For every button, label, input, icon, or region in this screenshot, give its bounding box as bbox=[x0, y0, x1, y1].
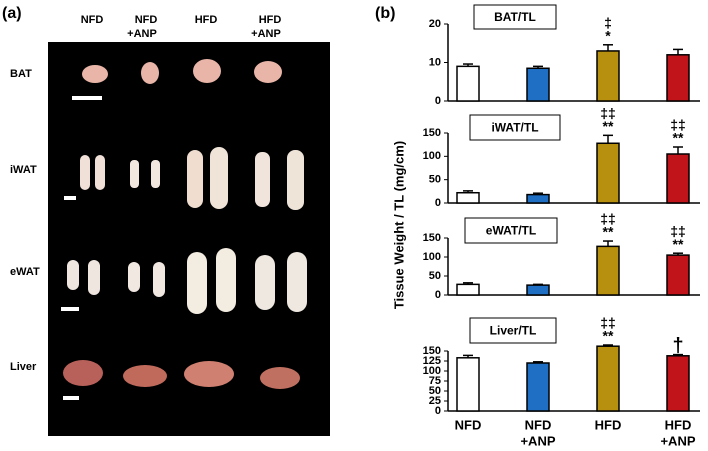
column-header: NFD bbox=[135, 14, 158, 26]
x-tick-label: HFD bbox=[665, 417, 692, 432]
significance-mark: † bbox=[672, 335, 683, 357]
column-header: HFD bbox=[195, 14, 218, 26]
y-tick-label: 0 bbox=[435, 197, 441, 209]
x-tick-label: +ANP bbox=[520, 433, 555, 448]
y-tick-label: 125 bbox=[423, 355, 441, 367]
chart-title: Liver/TL bbox=[490, 324, 537, 338]
bar bbox=[456, 191, 480, 204]
bar bbox=[456, 283, 480, 296]
row-label: iWAT bbox=[10, 164, 37, 176]
title-box bbox=[469, 114, 561, 141]
significance-mark: ** bbox=[603, 328, 614, 344]
y-tick-label: 0 bbox=[435, 405, 441, 417]
bar bbox=[666, 254, 690, 296]
y-tick-label: 75 bbox=[429, 375, 441, 387]
chart-title: iWAT/TL bbox=[491, 121, 538, 135]
y-tick-label: 100 bbox=[423, 150, 441, 162]
bar bbox=[596, 245, 620, 296]
bar bbox=[456, 357, 480, 412]
bar bbox=[526, 362, 550, 412]
chart-title: BAT/TL bbox=[494, 10, 536, 24]
bar bbox=[596, 345, 620, 412]
column-header: +ANP bbox=[127, 28, 157, 40]
y-tick-label: 25 bbox=[429, 395, 441, 407]
bar bbox=[526, 67, 550, 102]
significance-mark: ‡ bbox=[604, 14, 612, 30]
x-tick-label: +ANP bbox=[660, 433, 695, 448]
column-header: NFD bbox=[81, 14, 104, 26]
title-box bbox=[464, 217, 558, 244]
y-tick-label: 150 bbox=[423, 345, 441, 357]
y-tick-label: 0 bbox=[435, 289, 441, 301]
bar bbox=[666, 355, 690, 412]
bar bbox=[666, 153, 690, 204]
row-label: Liver bbox=[10, 361, 37, 373]
bar bbox=[666, 54, 690, 102]
panel-label: (a) bbox=[2, 5, 22, 22]
y-tick-label: 50 bbox=[429, 385, 441, 397]
title-box bbox=[473, 4, 557, 30]
bar bbox=[456, 65, 480, 102]
title-box bbox=[469, 317, 557, 344]
column-header: HFD bbox=[259, 14, 282, 26]
y-tick-label: 50 bbox=[429, 174, 441, 186]
column-header: +ANP bbox=[251, 28, 281, 40]
y-tick-label: 50 bbox=[429, 270, 441, 282]
significance-mark: ‡‡ bbox=[600, 315, 616, 331]
significance-mark: * bbox=[605, 27, 611, 43]
y-tick-label: 150 bbox=[423, 127, 441, 139]
y-tick-label: 10 bbox=[429, 56, 441, 68]
x-tick-label: NFD bbox=[525, 417, 552, 432]
y-tick-label: 150 bbox=[423, 232, 441, 244]
significance-mark: ‡‡ bbox=[670, 117, 686, 133]
significance-mark: ** bbox=[673, 130, 684, 146]
y-tick-label: 100 bbox=[423, 365, 441, 377]
significance-mark: ** bbox=[673, 236, 684, 252]
significance-mark: ‡‡ bbox=[670, 223, 686, 239]
bar bbox=[596, 142, 620, 204]
y-tick-label: 0 bbox=[435, 95, 441, 107]
significance-mark: ‡‡ bbox=[600, 211, 616, 227]
x-tick-label: NFD bbox=[455, 417, 482, 432]
significance-mark: ** bbox=[603, 118, 614, 134]
panel-label: (b) bbox=[375, 5, 395, 22]
y-axis-label: Tissue Weight / TL (mg/cm) bbox=[391, 141, 406, 309]
bar bbox=[596, 50, 620, 102]
y-tick-label: 20 bbox=[429, 18, 441, 30]
significance-mark: ** bbox=[603, 224, 614, 240]
tissue-photos bbox=[61, 59, 307, 400]
bar bbox=[526, 284, 550, 296]
row-label: BAT bbox=[10, 68, 32, 80]
x-tick-label: HFD bbox=[595, 417, 622, 432]
significance-mark: ‡‡ bbox=[600, 105, 616, 121]
y-tick-label: 100 bbox=[423, 251, 441, 263]
chart-title: eWAT/TL bbox=[486, 224, 536, 238]
row-label: eWAT bbox=[10, 266, 40, 278]
bar bbox=[526, 193, 550, 204]
